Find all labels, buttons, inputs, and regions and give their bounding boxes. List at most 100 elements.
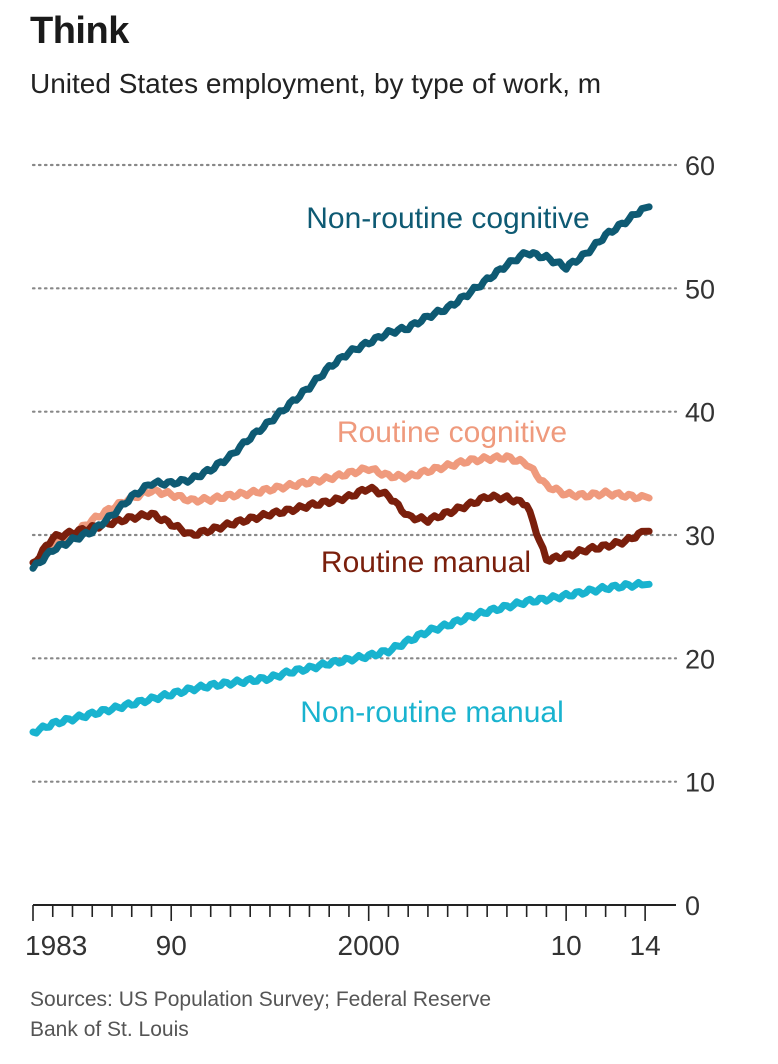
- data-point-routine-cognitive-2011: [583, 493, 588, 498]
- data-point-non-routine-manual-1999: [346, 657, 351, 662]
- data-point-routine-manual-2001: [386, 493, 391, 498]
- data-point-non-routine-manual-2000: [366, 653, 371, 658]
- data-point-routine-manual-1992: [208, 528, 213, 533]
- data-point-routine-cognitive-2001: [386, 473, 391, 478]
- series-label-routine-cognitive: Routine cognitive: [337, 416, 567, 449]
- data-point-non-routine-manual-1991: [188, 687, 193, 692]
- data-point-routine-cognitive-1994: [248, 491, 253, 496]
- data-point-routine-cognitive-2006: [485, 456, 490, 461]
- data-point-non-routine-cognitive-1994: [248, 435, 253, 440]
- data-point-routine-cognitive-1999: [346, 471, 351, 476]
- data-point-routine-cognitive-1995: [267, 487, 272, 492]
- data-point-routine-cognitive-2002: [406, 475, 411, 480]
- data-point-routine-manual-1987: [109, 520, 114, 525]
- data-point-non-routine-manual-1990: [169, 692, 174, 697]
- data-point-non-routine-cognitive-1997: [307, 385, 312, 390]
- data-point-non-routine-manual-2014: [643, 582, 648, 587]
- data-point-routine-manual-2011: [583, 547, 588, 552]
- data-point-routine-manual-1998: [327, 499, 332, 504]
- data-point-routine-manual-1999: [346, 494, 351, 499]
- x-tick-label-14: 14: [630, 930, 661, 961]
- source-note: Sources: US Population Survey; Federal R…: [30, 985, 491, 1045]
- data-point-non-routine-cognitive-1985: [70, 537, 75, 542]
- data-point-routine-cognitive-1996: [287, 483, 292, 488]
- series-label-non-routine-manual: Non-routine manual: [300, 696, 563, 729]
- data-point-non-routine-cognitive-2004: [445, 306, 450, 311]
- data-point-non-routine-cognitive-1988: [129, 494, 134, 499]
- data-point-non-routine-manual-1998: [327, 661, 332, 666]
- chart-subtitle: United States employment, by type of wor…: [30, 68, 602, 99]
- data-point-routine-cognitive-1986: [90, 518, 95, 523]
- data-point-non-routine-cognitive-1989: [149, 481, 154, 486]
- data-point-routine-manual-2012: [603, 544, 608, 549]
- data-point-non-routine-cognitive-2014: [643, 204, 648, 209]
- data-point-non-routine-cognitive-2011: [583, 251, 588, 256]
- data-point-routine-cognitive-2010: [564, 492, 569, 497]
- data-point-non-routine-cognitive-1996: [287, 402, 292, 407]
- data-point-routine-manual-2009: [544, 557, 549, 562]
- data-point-non-routine-cognitive-2003: [425, 314, 430, 319]
- y-tick-label-0: 0: [685, 891, 700, 921]
- data-point-non-routine-cognitive-1999: [346, 350, 351, 355]
- data-point-routine-cognitive-2007: [504, 455, 509, 460]
- data-point-non-routine-manual-2011: [583, 589, 588, 594]
- data-point-non-routine-manual-2005: [465, 615, 470, 620]
- series-line-non-routine-cognitive: [29, 203, 653, 572]
- line-chart: 0 10 20 30 40 50 60 1983 90 2000 10 14 Non-routine m…: [25, 151, 715, 961]
- data-point-non-routine-manual-2003: [425, 629, 430, 634]
- data-point-non-routine-cognitive-2000: [366, 340, 371, 345]
- data-point-non-routine-manual-2004: [445, 623, 450, 628]
- data-point-non-routine-manual-1984: [50, 721, 55, 726]
- data-point-non-routine-manual-1983: [31, 730, 36, 735]
- data-point-routine-manual-2008: [524, 502, 529, 507]
- series-line-routine-cognitive: [29, 452, 653, 567]
- data-point-non-routine-cognitive-1995: [267, 419, 272, 424]
- data-point-routine-manual-1996: [287, 508, 292, 513]
- y-tick-label-50: 50: [685, 274, 715, 304]
- data-point-non-routine-manual-1993: [228, 681, 233, 686]
- x-tick-label-1983: 1983: [25, 930, 87, 961]
- data-point-routine-manual-2006: [485, 494, 490, 499]
- data-point-routine-manual-2010: [564, 553, 569, 558]
- data-point-routine-manual-2007: [504, 496, 509, 501]
- data-point-non-routine-cognitive-1983: [31, 566, 36, 571]
- data-point-non-routine-manual-2010: [564, 593, 569, 598]
- data-point-routine-manual-1990: [169, 521, 174, 526]
- data-point-non-routine-manual-2006: [485, 609, 490, 614]
- data-point-non-routine-manual-1985: [70, 716, 75, 721]
- source-line-2: Bank of St. Louis: [30, 1018, 189, 1041]
- y-tick-label-20: 20: [685, 644, 715, 674]
- data-point-non-routine-manual-1986: [90, 711, 95, 716]
- data-point-non-routine-manual-2008: [524, 599, 529, 604]
- data-point-routine-manual-1984: [50, 535, 55, 540]
- series-line-non-routine-manual: [29, 579, 653, 737]
- data-point-non-routine-cognitive-2009: [544, 255, 549, 260]
- data-point-routine-manual-1991: [188, 533, 193, 538]
- data-point-routine-manual-2004: [445, 510, 450, 515]
- x-tick-label-10: 10: [551, 930, 582, 961]
- data-point-routine-cognitive-1987: [109, 505, 114, 510]
- data-point-non-routine-manual-1988: [129, 701, 134, 706]
- data-point-non-routine-manual-2007: [504, 604, 509, 609]
- data-point-routine-cognitive-2013: [623, 493, 628, 498]
- data-point-routine-manual-1993: [228, 521, 233, 526]
- series-line-routine-manual: [29, 483, 653, 567]
- data-point-routine-manual-1989: [149, 512, 154, 517]
- data-point-non-routine-cognitive-1986: [90, 529, 95, 534]
- data-point-routine-manual-2003: [425, 518, 430, 523]
- data-point-non-routine-manual-1992: [208, 683, 213, 688]
- series-label-non-routine-cognitive: Non-routine cognitive: [306, 202, 590, 235]
- data-point-routine-manual-1994: [248, 516, 253, 521]
- data-point-routine-cognitive-1990: [169, 492, 174, 497]
- data-point-non-routine-cognitive-1984: [50, 547, 55, 552]
- data-point-non-routine-cognitive-2012: [603, 233, 608, 238]
- data-point-non-routine-manual-1994: [248, 678, 253, 683]
- data-point-routine-cognitive-2014: [643, 496, 648, 501]
- data-point-routine-manual-2014: [643, 529, 648, 534]
- data-point-routine-manual-2013: [623, 539, 628, 544]
- data-point-routine-cognitive-1997: [307, 479, 312, 484]
- data-point-non-routine-cognitive-2006: [485, 277, 490, 282]
- data-point-routine-cognitive-1992: [208, 497, 213, 502]
- data-point-non-routine-manual-1987: [109, 706, 114, 711]
- data-point-routine-manual-1997: [307, 503, 312, 508]
